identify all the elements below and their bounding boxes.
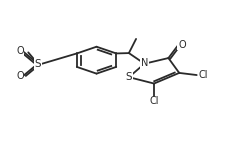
Text: O: O <box>16 46 24 56</box>
Text: Cl: Cl <box>198 70 208 80</box>
Text: O: O <box>178 40 186 50</box>
Text: O: O <box>16 72 24 82</box>
Text: S: S <box>126 72 132 82</box>
Text: S: S <box>34 59 41 69</box>
Text: Cl: Cl <box>149 96 159 106</box>
Text: N: N <box>141 58 148 68</box>
